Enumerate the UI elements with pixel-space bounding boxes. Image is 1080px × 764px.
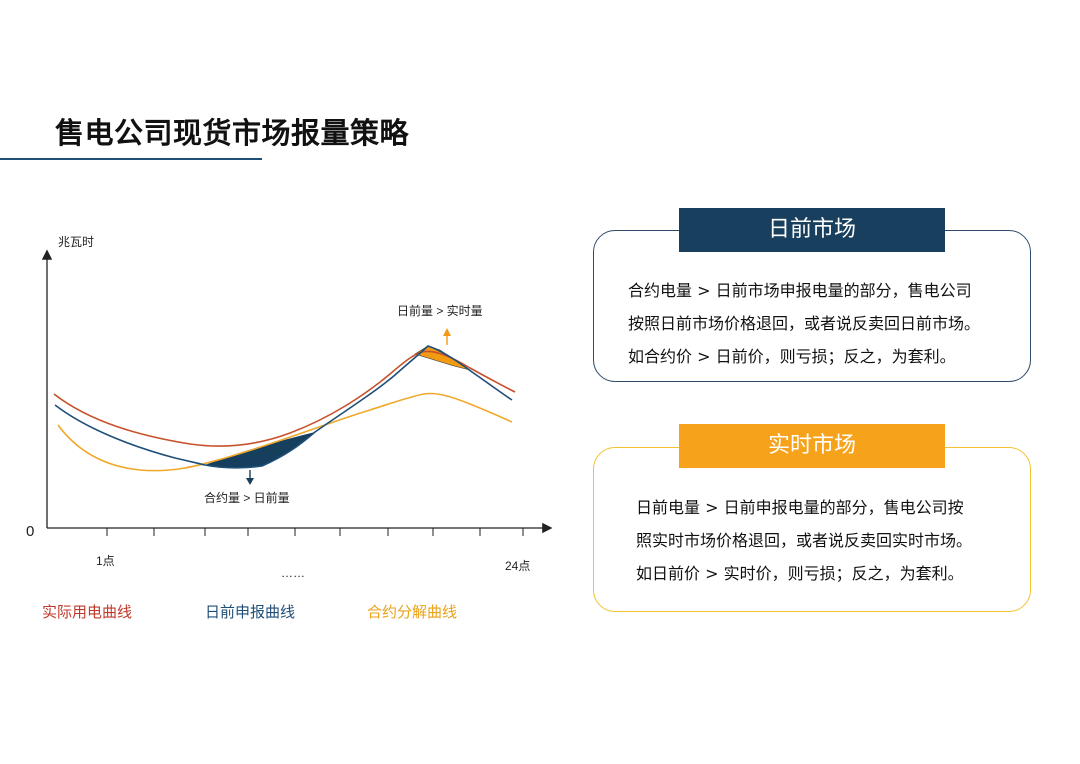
annotation-dayahead-over-realtime: 日前量 > 实时量 [397, 303, 483, 318]
down-arrow-head [246, 478, 254, 485]
panel-line: 日前电量 > 日前申报电量的部分，售电公司按 [636, 498, 964, 517]
up-arrow-head [443, 328, 451, 336]
y-axis-label: 兆瓦时 [58, 235, 94, 249]
page-title: 售电公司现货市场报量策略 [55, 116, 410, 150]
legend-dayahead: 日前申报曲线 [205, 603, 296, 621]
x-middle-label: …… [281, 566, 305, 580]
dayahead-market-heading: 日前市场 [679, 208, 945, 252]
x-start-label: 1点 [96, 554, 115, 568]
panel-line: 照实时市场价格退回，或者说反卖回实时市场。 [636, 531, 973, 550]
dayahead-market-text: 合约电量 > 日前市场申报电量的部分，售电公司 按照日前市场价格退回，或者说反卖… [628, 274, 1018, 373]
panel-line: 合约电量 > 日前市场申报电量的部分，售电公司 [628, 281, 972, 300]
legend-contract: 合约分解曲线 [367, 603, 458, 621]
x-axis-ticks [106, 528, 524, 536]
panel-line: 按照日前市场价格退回，或者说反卖回日前市场。 [628, 314, 981, 333]
title-underline [0, 158, 262, 160]
origin-label: 0 [26, 523, 34, 540]
dayahead-curve [54, 345, 513, 469]
dayahead-market-panel [593, 230, 1031, 382]
realtime-market-heading: 实时市场 [679, 424, 945, 468]
contract-over-dayahead-area [205, 432, 315, 468]
actual-usage-curve [53, 350, 516, 447]
annotation-contract-over-dayahead: 合约量 > 日前量 [204, 490, 290, 505]
contract-curve [57, 392, 513, 472]
panel-line: 如合约价 > 日前价，则亏损；反之，为套利。 [628, 347, 956, 366]
realtime-market-panel [593, 447, 1031, 612]
realtime-market-text: 日前电量 > 日前申报电量的部分，售电公司按 照实时市场价格退回，或者说反卖回实… [636, 491, 1016, 590]
x-end-label: 24点 [505, 559, 530, 573]
panel-line: 如日前价 > 实时价，则亏损；反之，为套利。 [636, 564, 964, 583]
legend-actual-usage: 实际用电曲线 [42, 603, 133, 621]
